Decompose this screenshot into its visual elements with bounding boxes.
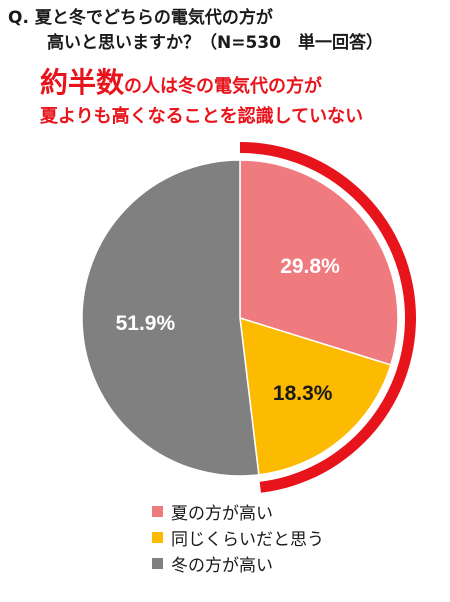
headline-line-2: 夏よりも高くなることを認識していない	[40, 106, 364, 127]
pie-slice-1	[239, 316, 392, 476]
legend-swatch	[152, 557, 163, 569]
headline-line-1: 約半数の人は冬の電気代の方が	[40, 66, 363, 104]
legend-label: 同じくらいだと思う	[171, 529, 324, 550]
chart-legend: 夏の方が高い同じくらいだと思う 冬の方が高い	[152, 498, 324, 576]
pie-slice-2	[81, 159, 260, 477]
data-label-0: 29.8%	[280, 255, 340, 278]
headline: 約半数の人は冬の電気代の方が 夏よりも高くなることを認識していない	[40, 66, 363, 130]
headline-emphasis: 約半数	[40, 66, 125, 99]
legend-item-2: 冬の方が高い	[152, 550, 324, 576]
legend-item-1: 同じくらいだと思う	[152, 524, 324, 550]
question-line-1: Q. 夏と冬でどちらの電気代の方が	[8, 8, 273, 28]
data-label-1: 18.3%	[273, 382, 333, 405]
data-label-2: 51.9%	[116, 312, 176, 335]
legend-swatch	[152, 505, 163, 517]
legend-label: 冬の方が高い	[171, 555, 273, 576]
legend-swatch	[152, 531, 163, 543]
pie-slice-0	[239, 159, 399, 366]
question-line-2: 高いと思いますか？（N=530 単一回答）	[47, 33, 383, 53]
legend-label: 夏の方が高い	[171, 503, 273, 524]
legend-item-0: 夏の方が高い	[152, 498, 324, 524]
question-title: Q. 夏と冬でどちらの電気代の方が 高いと思いますか？（N=530 単一回答）	[8, 6, 383, 56]
headline-line-1-rest: の人は冬の電気代の方が	[124, 76, 323, 97]
